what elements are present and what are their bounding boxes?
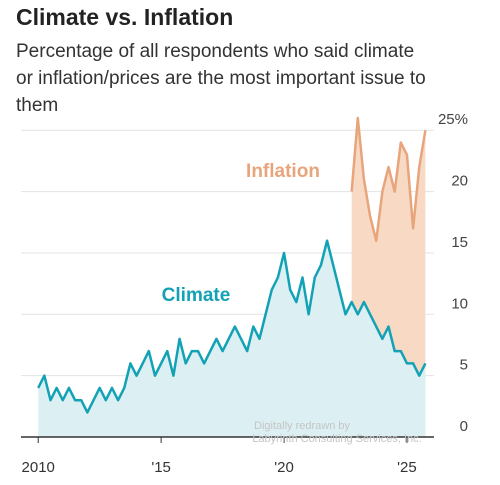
line	[37, 239, 427, 414]
y-tick-label: 25%	[438, 111, 468, 128]
chart-title: Climate vs. Inflation	[16, 4, 234, 30]
x-tick-label: '25	[397, 459, 417, 476]
y-tick-label: 20	[451, 173, 468, 190]
series-label: Climate	[162, 285, 231, 306]
y-tick-label: 10	[451, 295, 468, 312]
watermark: Digitally redrawn by	[254, 420, 350, 432]
x-tick-label: '20	[274, 459, 294, 476]
watermark: Labyrinth Consulting Services, Inc.	[252, 433, 421, 445]
x-tick-label: '15	[151, 459, 171, 476]
x-tick-label: 2010	[22, 459, 55, 476]
y-tick-label: 0	[460, 418, 468, 435]
y-tick-label: 5	[460, 357, 468, 374]
y-tick-label: 15	[451, 234, 468, 251]
area	[38, 240, 426, 437]
line	[350, 116, 427, 242]
chart-subtitle: Percentage of all respondents who said c…	[16, 41, 426, 116]
series-label: Inflation	[246, 161, 320, 182]
